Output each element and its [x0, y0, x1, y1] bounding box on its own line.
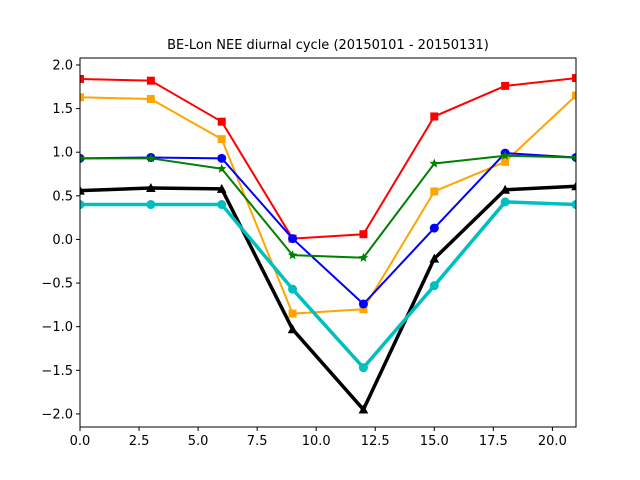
data-point — [146, 95, 155, 103]
series-line — [80, 154, 576, 259]
data-point — [500, 184, 510, 194]
series-5 — [80, 181, 576, 414]
data-point — [146, 182, 156, 192]
series-4 — [80, 150, 576, 262]
data-point — [288, 284, 298, 294]
x-tick-label: 2.5 — [129, 434, 150, 449]
y-tick-label: 0.5 — [52, 189, 73, 204]
data-point — [429, 281, 439, 291]
data-point — [288, 234, 298, 244]
axes-frame — [79, 57, 577, 428]
data-point — [287, 324, 298, 334]
data-point — [217, 117, 226, 126]
data-point — [80, 74, 84, 83]
data-point — [429, 158, 440, 168]
series-line — [80, 152, 576, 305]
data-point — [288, 309, 297, 318]
y-tick-label: 1.0 — [52, 146, 73, 161]
data-point — [430, 187, 439, 196]
data-point — [358, 363, 368, 373]
data-point — [572, 74, 576, 83]
y-tick-label: −2.0 — [41, 407, 73, 422]
series-6 — [80, 197, 576, 373]
x-tick-label: 15.0 — [420, 434, 449, 449]
x-tick-label: 17.5 — [479, 434, 508, 449]
chart-title: BE-Lon NEE diurnal cycle (20150101 - 201… — [167, 38, 489, 53]
x-tick-label: 20.0 — [538, 434, 567, 449]
y-tick-label: 0.0 — [52, 233, 73, 248]
data-point — [80, 153, 85, 163]
series-layer — [80, 74, 576, 414]
data-point — [358, 299, 368, 309]
data-point — [571, 200, 576, 210]
data-point — [501, 81, 510, 90]
data-point — [146, 153, 156, 163]
x-tick-label: 0.0 — [70, 434, 91, 449]
series-line — [80, 184, 576, 412]
data-point — [359, 230, 368, 239]
data-point — [146, 200, 156, 210]
data-point — [80, 185, 85, 195]
x-tick-label: 12.5 — [361, 434, 390, 449]
series-line — [80, 77, 576, 240]
data-point — [429, 253, 440, 263]
data-point — [287, 250, 298, 260]
data-point — [216, 183, 227, 193]
data-point — [359, 305, 368, 314]
y-tick-label: −1.5 — [41, 364, 73, 379]
x-tick-label: 7.5 — [247, 434, 268, 449]
data-point — [358, 404, 369, 414]
y-tick-label: 1.5 — [52, 102, 73, 117]
x-tick-label: 5.0 — [188, 434, 209, 449]
data-point — [430, 112, 439, 121]
data-point — [217, 153, 227, 163]
data-point — [146, 76, 155, 85]
series-3 — [80, 148, 576, 309]
x-tick-label: 10.0 — [302, 434, 331, 449]
data-point — [80, 200, 85, 210]
data-point — [572, 91, 576, 100]
plot-area: 0.0 2.5 5.0 7.5 10.0 12.5 15.0 17.5 20.0 −2.0 −1.5… — [41, 57, 577, 449]
data-point — [429, 223, 439, 233]
data-point — [500, 150, 510, 160]
y-tick-label: −1.0 — [41, 320, 73, 335]
data-point — [571, 181, 576, 191]
data-point — [500, 197, 510, 207]
data-point — [571, 152, 576, 162]
data-point — [216, 163, 227, 173]
series-line — [80, 200, 576, 370]
data-point — [217, 200, 227, 210]
data-point — [358, 252, 369, 262]
data-point — [80, 93, 84, 102]
y-tick-label: 2.0 — [52, 58, 73, 73]
y-tick-label: −0.5 — [41, 277, 73, 292]
data-point — [501, 157, 510, 166]
data-point — [217, 135, 226, 144]
